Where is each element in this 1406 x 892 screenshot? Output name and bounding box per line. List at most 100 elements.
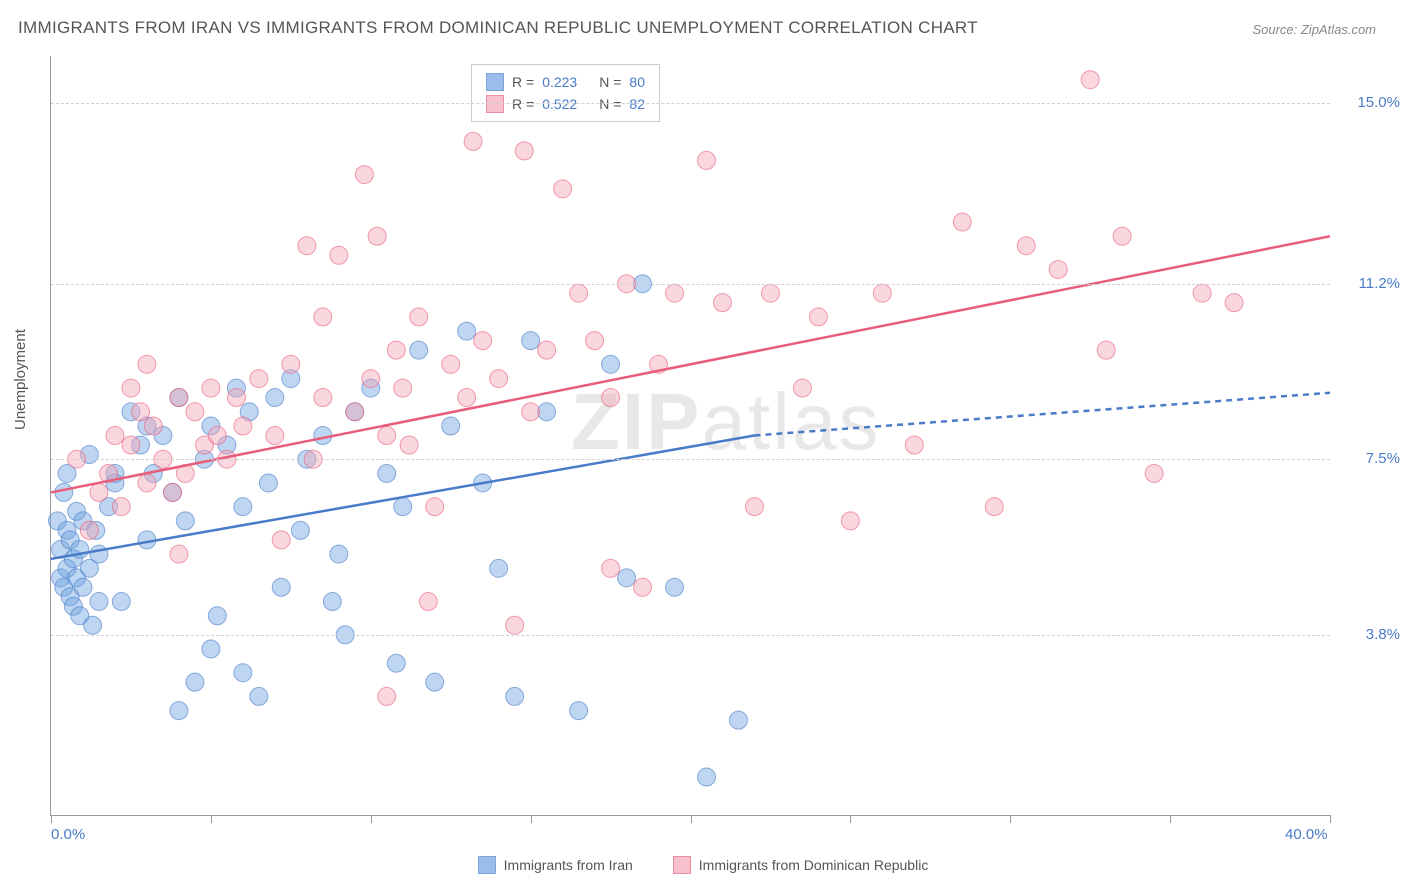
xtick	[371, 815, 372, 823]
scatter-point	[144, 417, 162, 435]
legend-item-iran: Immigrants from Iran	[478, 856, 633, 874]
scatter-point	[426, 498, 444, 516]
scatter-point	[515, 142, 533, 160]
scatter-point	[266, 427, 284, 445]
plot-area: ZIPatlas R = 0.223 N = 80 R = 0.522 N = …	[50, 56, 1330, 816]
scatter-point	[1225, 294, 1243, 312]
ytick-label: 7.5%	[1340, 450, 1400, 467]
ytick-label: 15.0%	[1340, 94, 1400, 111]
scatter-point	[522, 332, 540, 350]
scatter-point	[202, 379, 220, 397]
scatter-point	[330, 545, 348, 563]
scatter-point	[1113, 227, 1131, 245]
scatter-point	[809, 308, 827, 326]
scatter-point	[272, 578, 290, 596]
n-value-iran: 80	[629, 74, 645, 90]
scatter-point	[426, 673, 444, 691]
scatter-point	[112, 593, 130, 611]
legend-row-iran: R = 0.223 N = 80	[486, 71, 645, 93]
scatter-point	[745, 498, 763, 516]
legend-swatch-iran	[478, 856, 496, 874]
chart-container: IMMIGRANTS FROM IRAN VS IMMIGRANTS FROM …	[0, 0, 1406, 892]
scatter-point	[474, 332, 492, 350]
scatter-point	[873, 284, 891, 302]
scatter-point	[394, 379, 412, 397]
scatter-point	[419, 593, 437, 611]
scatter-point	[259, 474, 277, 492]
scatter-point	[250, 370, 268, 388]
scatter-point	[666, 284, 684, 302]
scatter-point	[84, 616, 102, 634]
ytick-label: 3.8%	[1340, 626, 1400, 643]
scatter-point	[138, 474, 156, 492]
scatter-point	[170, 545, 188, 563]
scatter-point	[170, 389, 188, 407]
scatter-point	[90, 483, 108, 501]
scatter-point	[490, 559, 508, 577]
scatter-point	[442, 417, 460, 435]
scatter-point	[554, 180, 572, 198]
scatter-point	[1081, 71, 1099, 89]
scatter-point	[697, 151, 715, 169]
scatter-point	[282, 355, 300, 373]
scatter-point	[208, 607, 226, 625]
scatter-point	[841, 512, 859, 530]
trend-line	[754, 393, 1330, 436]
scatter-point	[1017, 237, 1035, 255]
scatter-point	[400, 436, 418, 454]
scatter-point	[208, 427, 226, 445]
scatter-point	[250, 687, 268, 705]
scatter-point	[164, 483, 182, 501]
scatter-point	[634, 578, 652, 596]
scatter-point	[186, 673, 204, 691]
n-label: N =	[599, 74, 621, 90]
gridline-h	[51, 103, 1330, 104]
legend-swatch-dr	[673, 856, 691, 874]
gridline-h	[51, 459, 1330, 460]
scatter-point	[55, 483, 73, 501]
scatter-point	[378, 464, 396, 482]
scatter-point	[132, 403, 150, 421]
scatter-point	[74, 578, 92, 596]
scatter-point	[506, 687, 524, 705]
xtick	[51, 815, 52, 823]
scatter-point	[602, 355, 620, 373]
scatter-point	[346, 403, 364, 421]
scatter-point	[905, 436, 923, 454]
scatter-point	[713, 294, 731, 312]
scatter-point	[570, 284, 588, 302]
scatter-point	[122, 379, 140, 397]
gridline-h	[51, 284, 1330, 285]
trend-line	[51, 236, 1330, 492]
scatter-point	[1145, 464, 1163, 482]
legend-correlation: R = 0.223 N = 80 R = 0.522 N = 82	[471, 64, 660, 122]
scatter-point	[522, 403, 540, 421]
scatter-point	[697, 768, 715, 786]
scatter-point	[458, 322, 476, 340]
chart-title: IMMIGRANTS FROM IRAN VS IMMIGRANTS FROM …	[18, 18, 978, 38]
legend-label-iran: Immigrants from Iran	[504, 857, 633, 873]
scatter-point	[291, 521, 309, 539]
scatter-point	[272, 531, 290, 549]
xtick	[1330, 815, 1331, 823]
xtick	[1170, 815, 1171, 823]
y-axis-label: Unemployment	[12, 329, 29, 430]
scatter-point	[394, 498, 412, 516]
scatter-point	[985, 498, 1003, 516]
scatter-point	[234, 664, 252, 682]
scatter-point	[314, 308, 332, 326]
scatter-point	[80, 521, 98, 539]
scatter-point	[355, 166, 373, 184]
scatter-point	[90, 545, 108, 563]
scatter-point	[314, 389, 332, 407]
xtick	[531, 815, 532, 823]
source-label: Source: ZipAtlas.com	[1252, 22, 1376, 37]
scatter-point	[586, 332, 604, 350]
scatter-point	[266, 389, 284, 407]
scatter-point	[202, 640, 220, 658]
scatter-point	[368, 227, 386, 245]
scatter-point	[362, 370, 380, 388]
scatter-point	[90, 593, 108, 611]
scatter-point	[570, 702, 588, 720]
scatter-point	[506, 616, 524, 634]
